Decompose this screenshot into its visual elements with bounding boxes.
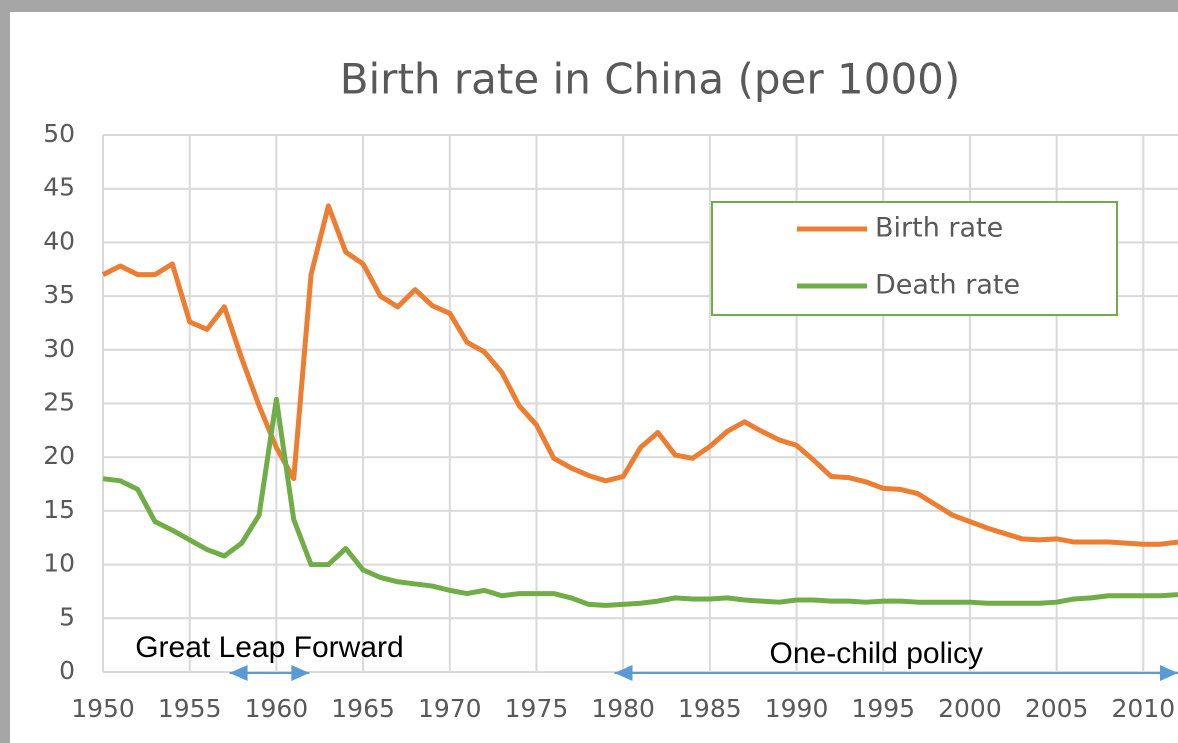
arrow-head — [614, 665, 633, 681]
annotation-arrow — [229, 665, 310, 681]
x-tick-label: 2005 — [1025, 694, 1089, 723]
y-tick-label: 20 — [43, 441, 75, 470]
y-tick-label: 25 — [43, 388, 75, 417]
arrow-head — [291, 665, 310, 681]
y-tick-label: 40 — [43, 226, 75, 255]
y-tick-label: 15 — [43, 495, 75, 524]
x-tick-label: 1955 — [158, 694, 222, 723]
arrow-head — [229, 665, 248, 681]
legend-box — [711, 201, 1118, 316]
y-tick-label: 5 — [59, 602, 75, 631]
y-tick-label: 30 — [43, 334, 75, 363]
x-tick-label: 2000 — [938, 694, 1002, 723]
line-series — [101, 203, 1178, 547]
arrow-head — [1160, 665, 1178, 681]
chart-title: Birth rate in China (per 1000) — [340, 55, 961, 104]
annotation-text: Great Leap Forward — [135, 631, 403, 664]
x-tick-label: 1970 — [418, 694, 482, 723]
x-tick-label: 1980 — [591, 694, 655, 723]
x-tick-label: 1995 — [851, 694, 915, 723]
x-tick-label: 1975 — [505, 694, 569, 723]
legend-label: Death rate — [875, 270, 1020, 301]
chart-background — [10, 12, 1178, 743]
x-tick-label: 2010 — [1112, 694, 1176, 723]
x-tick-label: 1985 — [678, 694, 742, 723]
annotation-arrow — [614, 665, 1178, 681]
y-tick-label: 35 — [43, 280, 75, 309]
legend-label: Birth rate — [875, 213, 1003, 244]
annotation-text: One-child policy — [770, 637, 983, 670]
y-tick-label: 50 — [43, 119, 75, 148]
x-tick-label: 1950 — [71, 694, 135, 723]
y-tick-label: 0 — [59, 656, 75, 685]
x-tick-label: 1960 — [245, 694, 309, 723]
x-tick-label: 1965 — [331, 694, 395, 723]
y-tick-label: 10 — [43, 549, 75, 578]
y-tick-label: 45 — [43, 173, 75, 202]
x-tick-label: 1990 — [765, 694, 829, 723]
line-series — [102, 396, 1178, 608]
